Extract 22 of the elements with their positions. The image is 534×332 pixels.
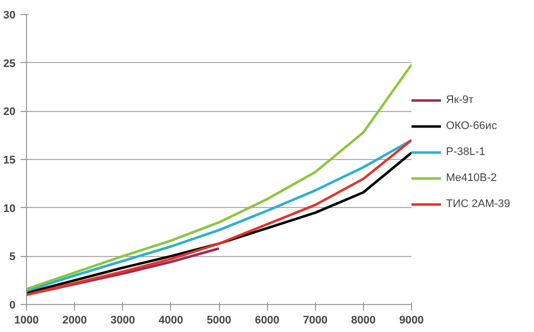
x-tick-label: 8000 bbox=[351, 314, 376, 326]
x-tick-label: 3000 bbox=[110, 314, 135, 326]
y-tick-label: 25 bbox=[3, 58, 16, 70]
legend-label: Р-38L-1 bbox=[446, 146, 486, 158]
x-tick-label: 2000 bbox=[62, 314, 87, 326]
legend-label: Me410B-2 bbox=[446, 172, 497, 184]
x-tick-label: 5000 bbox=[206, 314, 232, 326]
x-tick-label: 6000 bbox=[254, 314, 280, 326]
legend-label: Як-9т bbox=[446, 94, 474, 106]
x-tick-label: 1000 bbox=[14, 314, 39, 326]
y-tick-label: 5 bbox=[9, 251, 16, 264]
y-tick-label: 20 bbox=[3, 106, 16, 118]
legend-label: ОКО-66ис bbox=[446, 120, 497, 132]
line-series bbox=[26, 64, 412, 290]
legend-label: ТИС 2АМ-39 bbox=[446, 198, 510, 210]
y-tick-label: 15 bbox=[3, 154, 16, 166]
y-tick-label: 0 bbox=[9, 300, 16, 312]
x-tick-label: 4000 bbox=[158, 314, 184, 326]
x-tick-label: 9000 bbox=[399, 314, 424, 326]
y-tick-label: 30 bbox=[3, 10, 16, 22]
y-tick-label: 10 bbox=[3, 202, 16, 215]
x-tick-label: 7000 bbox=[303, 314, 328, 326]
